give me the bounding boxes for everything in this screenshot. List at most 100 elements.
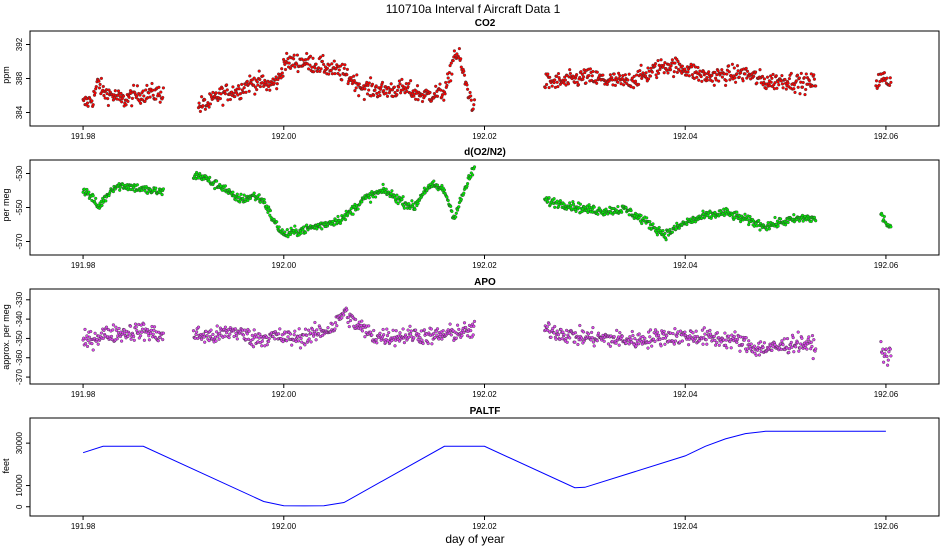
data-point	[99, 76, 103, 80]
data-point	[397, 339, 401, 343]
data-point	[783, 77, 787, 82]
data-point	[669, 64, 673, 68]
data-point	[663, 61, 667, 65]
data-point	[587, 73, 591, 78]
data-point	[713, 343, 718, 347]
data-point	[198, 109, 202, 113]
data-point	[717, 343, 721, 347]
data-point	[426, 341, 430, 346]
data-point	[705, 78, 709, 82]
data-point	[433, 335, 437, 339]
panel-co2-points	[81, 46, 893, 113]
data-point	[800, 85, 805, 89]
data-point	[672, 70, 676, 74]
data-point	[618, 331, 622, 335]
data-point	[102, 93, 106, 98]
data-point	[161, 95, 165, 100]
data-point	[663, 342, 667, 346]
data-point	[303, 327, 308, 331]
data-point	[252, 76, 256, 80]
data-point	[283, 67, 288, 72]
data-point	[704, 338, 708, 342]
data-point	[805, 347, 809, 351]
data-point	[636, 82, 641, 86]
data-point	[603, 212, 607, 217]
data-point	[776, 80, 780, 84]
data-point	[395, 92, 399, 97]
data-point	[735, 337, 740, 341]
data-point	[589, 330, 594, 334]
data-point	[717, 79, 721, 83]
data-point	[559, 327, 563, 332]
data-point	[253, 85, 257, 89]
data-point	[267, 339, 271, 344]
data-point	[727, 64, 731, 68]
data-point	[656, 58, 660, 63]
data-point	[345, 72, 349, 77]
data-point	[338, 64, 343, 68]
data-point	[432, 91, 436, 96]
data-point	[369, 200, 373, 204]
data-point	[237, 87, 241, 91]
data-point	[552, 331, 556, 335]
data-point	[151, 332, 155, 336]
data-point	[315, 227, 319, 231]
data-point	[880, 351, 884, 355]
data-point	[465, 83, 469, 87]
data-point	[809, 219, 813, 223]
data-point	[231, 91, 236, 95]
x-tick-label: 191.98	[71, 132, 96, 141]
data-point	[717, 336, 721, 340]
data-point	[554, 337, 558, 341]
data-point	[752, 74, 756, 78]
data-point	[740, 342, 745, 347]
data-point	[885, 76, 889, 80]
panel-apo-ylabel: approx. per meg	[1, 304, 11, 370]
data-point	[794, 345, 798, 349]
data-point	[741, 79, 745, 83]
data-point	[442, 98, 446, 102]
data-point	[449, 61, 453, 65]
data-point	[104, 199, 108, 203]
data-point	[252, 83, 256, 87]
data-point	[653, 339, 657, 344]
data-point	[588, 67, 592, 71]
x-axis-label: day of year	[445, 532, 504, 546]
data-point	[654, 73, 658, 77]
data-point	[398, 82, 402, 86]
data-point	[286, 335, 290, 339]
data-point	[789, 340, 793, 344]
data-point	[231, 190, 235, 194]
data-point	[114, 328, 119, 332]
data-point	[126, 99, 130, 103]
data-point	[568, 68, 572, 72]
data-point	[297, 327, 301, 331]
data-point	[812, 73, 816, 77]
data-point	[262, 197, 266, 202]
data-point	[307, 337, 311, 341]
data-point	[672, 224, 676, 228]
data-point	[330, 322, 334, 326]
data-point	[768, 74, 773, 78]
data-point	[595, 339, 599, 343]
data-point	[220, 86, 224, 90]
data-point	[648, 335, 652, 339]
data-point	[743, 212, 747, 216]
data-point	[408, 324, 412, 328]
data-point	[733, 330, 737, 334]
data-point	[561, 330, 565, 334]
data-point	[91, 103, 95, 107]
data-point	[547, 85, 551, 90]
data-point	[650, 344, 654, 348]
data-point	[462, 191, 466, 195]
data-point	[814, 84, 818, 88]
data-point	[146, 328, 150, 332]
data-point	[382, 333, 386, 337]
data-point	[810, 334, 815, 338]
data-point	[355, 73, 359, 77]
data-point	[462, 321, 467, 325]
data-point	[311, 56, 315, 60]
data-point	[730, 62, 734, 66]
data-point	[568, 71, 572, 76]
data-point	[445, 83, 449, 87]
